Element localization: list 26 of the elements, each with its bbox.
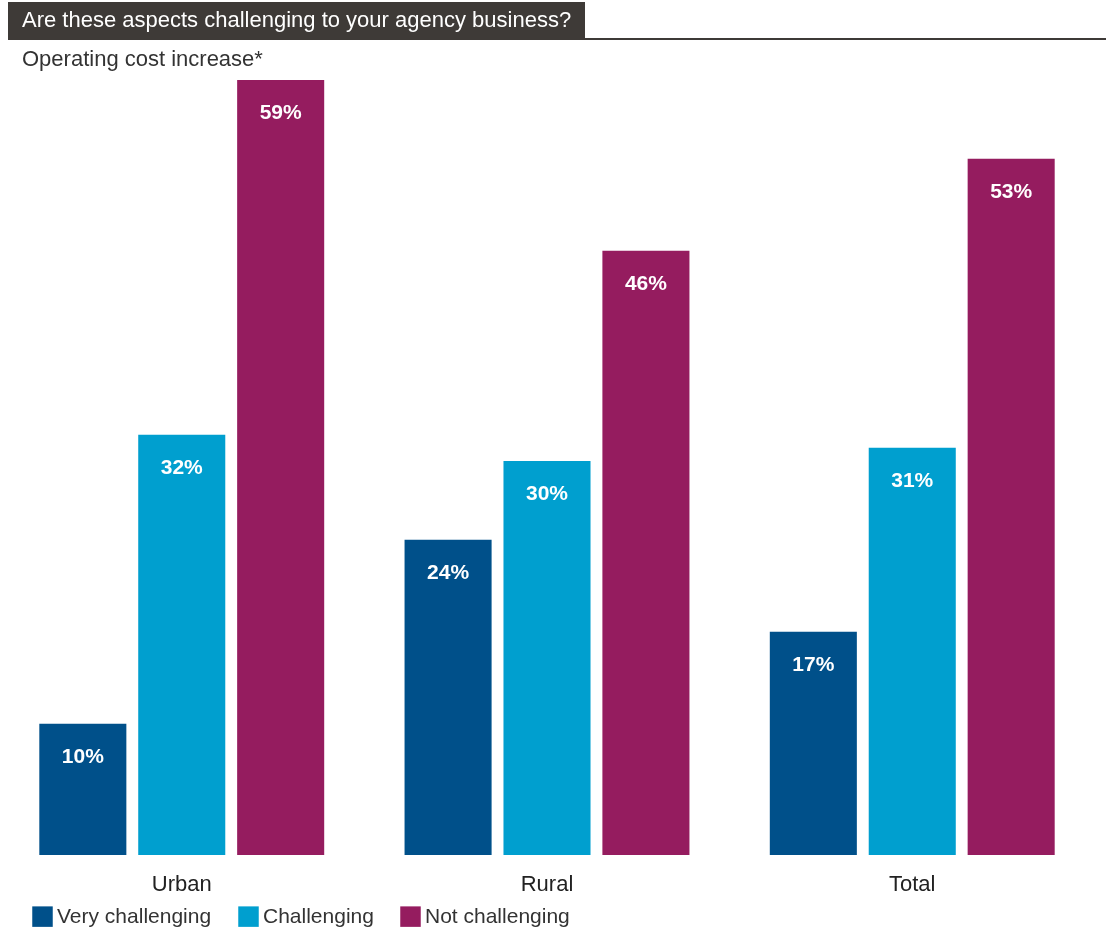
bar — [769, 631, 857, 855]
legend-label: Challenging — [263, 903, 374, 927]
data-label: 59% — [259, 100, 303, 123]
data-label: 24% — [427, 559, 470, 583]
bar — [39, 723, 127, 855]
legend-label: Not challenging — [425, 903, 570, 927]
data-label: 46% — [624, 270, 668, 294]
bar — [138, 434, 226, 855]
x-tick-label: Total — [889, 870, 936, 896]
bar — [404, 539, 492, 855]
data-label: 53% — [990, 178, 1033, 202]
data-label: 32% — [160, 454, 204, 478]
bar — [602, 250, 690, 855]
x-tick-label: Urban — [151, 870, 212, 896]
data-label: 30% — [525, 480, 569, 504]
data-label: 31% — [891, 467, 934, 491]
data-label: 17% — [792, 651, 835, 675]
bar — [503, 460, 591, 855]
bar — [967, 158, 1055, 855]
bar — [237, 80, 325, 855]
chart-title: Are these aspects challenging to your agency business? — [8, 2, 586, 38]
chart-subtitle: Operating cost increase* — [22, 46, 264, 72]
x-tick-label: Rural — [520, 870, 574, 896]
bar — [868, 447, 956, 855]
legend-label: Very challenging — [57, 903, 212, 927]
data-label: 10% — [61, 743, 105, 767]
